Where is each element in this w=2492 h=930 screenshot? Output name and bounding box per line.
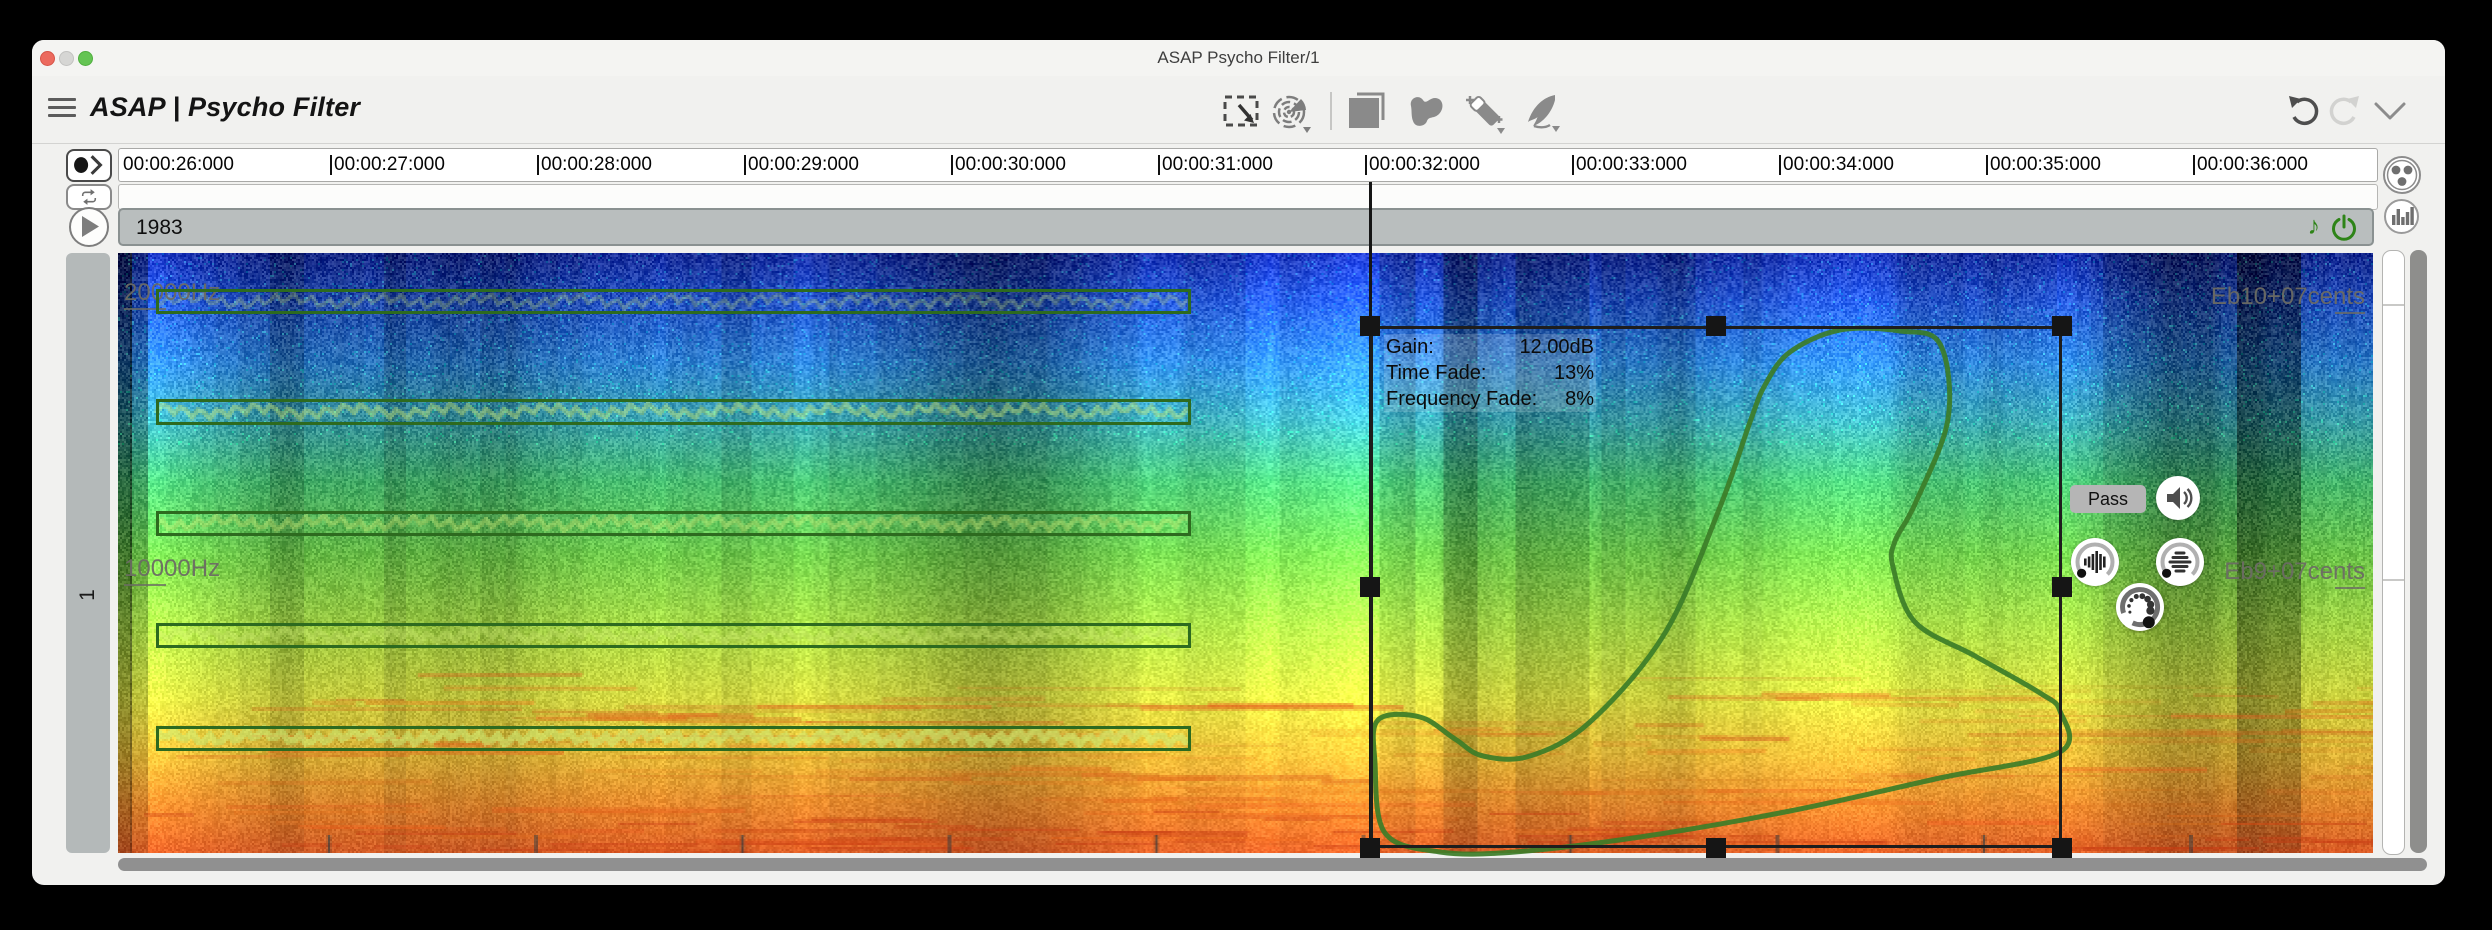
redo-icon bbox=[2323, 90, 2363, 134]
harmonic-selection-box[interactable] bbox=[156, 511, 1191, 536]
toolbar-divider-line bbox=[32, 143, 2445, 144]
screenshot-stage: ASAP Psycho Filter/1 ASAP | Psycho Filte… bbox=[0, 0, 2492, 930]
loop-region-bar[interactable] bbox=[118, 184, 2378, 210]
gain-value: 12.00dB bbox=[1519, 334, 1594, 360]
horizontal-scrollbar[interactable] bbox=[118, 858, 2427, 871]
collapse-chevron-icon[interactable] bbox=[2370, 90, 2410, 134]
ruler-label: 00:00:32:000 bbox=[1365, 155, 1480, 175]
selection-handle[interactable] bbox=[1706, 838, 1726, 858]
track-name: 1983 bbox=[136, 216, 183, 240]
playhead-mode-button[interactable] bbox=[66, 149, 112, 182]
pass-button[interactable]: Pass bbox=[2070, 485, 2146, 513]
selection-handle[interactable] bbox=[1706, 316, 1726, 336]
gain-label: Gain: bbox=[1386, 334, 1434, 360]
time-fade-value: 13% bbox=[1554, 360, 1594, 386]
track-number-strip[interactable]: 1 bbox=[66, 253, 110, 853]
gain-knob[interactable] bbox=[2116, 583, 2164, 631]
vertical-scrollbar[interactable] bbox=[2410, 250, 2427, 853]
note-label-top: Eb10+07cents bbox=[2211, 283, 2365, 311]
track-number: 1 bbox=[76, 573, 100, 617]
menu-icon[interactable] bbox=[48, 98, 76, 118]
harmonic-selection-box[interactable] bbox=[156, 623, 1191, 648]
track-header[interactable]: 1983 ♪ bbox=[118, 208, 2374, 246]
ruler-label: 00:00:35:000 bbox=[1986, 155, 2101, 175]
frequency-fade-value: 8% bbox=[1565, 386, 1594, 412]
frequency-fade-knob[interactable] bbox=[2156, 538, 2204, 586]
ruler-label: 00:00:29:000 bbox=[744, 155, 859, 175]
track-play-button[interactable] bbox=[69, 207, 109, 247]
draw-pen-icon[interactable] bbox=[1519, 90, 1563, 134]
ruler-label: 00:00:28:000 bbox=[537, 155, 652, 175]
ruler-label: 00:00:33:000 bbox=[1572, 155, 1687, 175]
harmonic-selection-box[interactable] bbox=[156, 399, 1191, 425]
time-fade-label: Time Fade: bbox=[1386, 360, 1486, 386]
marquee-select-icon[interactable] bbox=[1220, 90, 1264, 134]
ruler-label: 00:00:30:000 bbox=[951, 155, 1066, 175]
frequency-fade-label: Frequency Fade: bbox=[1386, 386, 1537, 412]
rect-select-icon[interactable] bbox=[1345, 90, 1389, 134]
ruler-label: 00:00:34:000 bbox=[1779, 155, 1894, 175]
undo-icon[interactable] bbox=[2285, 90, 2325, 134]
harmonic-selection-box[interactable] bbox=[156, 726, 1191, 751]
spectral-orbs-icon[interactable] bbox=[2382, 155, 2422, 195]
spectrum-analyzer-icon[interactable] bbox=[2383, 198, 2420, 235]
ruler-label: 00:00:36:000 bbox=[2193, 155, 2308, 175]
ruler-label: 00:00:31:000 bbox=[1158, 155, 1273, 175]
page-title: ASAP | Psycho Filter bbox=[90, 92, 360, 123]
selection-handle[interactable] bbox=[2052, 577, 2072, 597]
selection-handle[interactable] bbox=[1360, 577, 1380, 597]
preview-speaker-button[interactable] bbox=[2156, 476, 2200, 520]
eraser-icon[interactable] bbox=[1463, 90, 1507, 134]
selection-handle[interactable] bbox=[1360, 316, 1380, 336]
selection-info: Gain: 12.00dB Time Fade: 13% Frequency Fad… bbox=[1384, 334, 1596, 412]
ruler-label: 00:00:27:000 bbox=[330, 155, 445, 175]
harmonics-select-icon[interactable] bbox=[1268, 90, 1312, 134]
freq-label-mid: 10000Hz bbox=[124, 555, 220, 583]
time-fade-knob[interactable] bbox=[2071, 538, 2119, 586]
harmonic-selection-box[interactable] bbox=[156, 289, 1191, 314]
toolbar-divider bbox=[1330, 92, 1332, 130]
selection-handle[interactable] bbox=[2052, 316, 2072, 336]
title-bar[interactable]: ASAP Psycho Filter/1 bbox=[32, 40, 2445, 76]
app-window: ASAP Psycho Filter/1 ASAP | Psycho Filte… bbox=[32, 40, 2445, 885]
selection-handle[interactable] bbox=[2052, 838, 2072, 858]
note-label-mid: Eb9+07cents bbox=[2224, 558, 2365, 586]
freehand-select-icon[interactable] bbox=[1403, 90, 1447, 134]
power-icon[interactable] bbox=[2330, 213, 2358, 247]
ruler-label: 00:00:26:000 bbox=[123, 155, 234, 175]
timeline-ruler[interactable]: 00:00:26:000 00:00:27:000 00:00:28:000 00:0… bbox=[118, 148, 2378, 182]
vertical-zoom-track[interactable] bbox=[2382, 250, 2405, 855]
selection-handle[interactable] bbox=[1360, 838, 1380, 858]
music-note-icon[interactable]: ♪ bbox=[2308, 212, 2321, 241]
window-title: ASAP Psycho Filter/1 bbox=[32, 48, 2445, 68]
